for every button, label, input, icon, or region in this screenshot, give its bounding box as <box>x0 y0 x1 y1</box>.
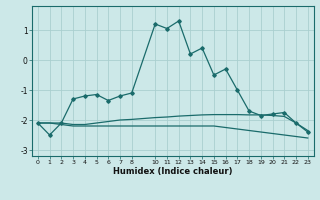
X-axis label: Humidex (Indice chaleur): Humidex (Indice chaleur) <box>113 167 233 176</box>
